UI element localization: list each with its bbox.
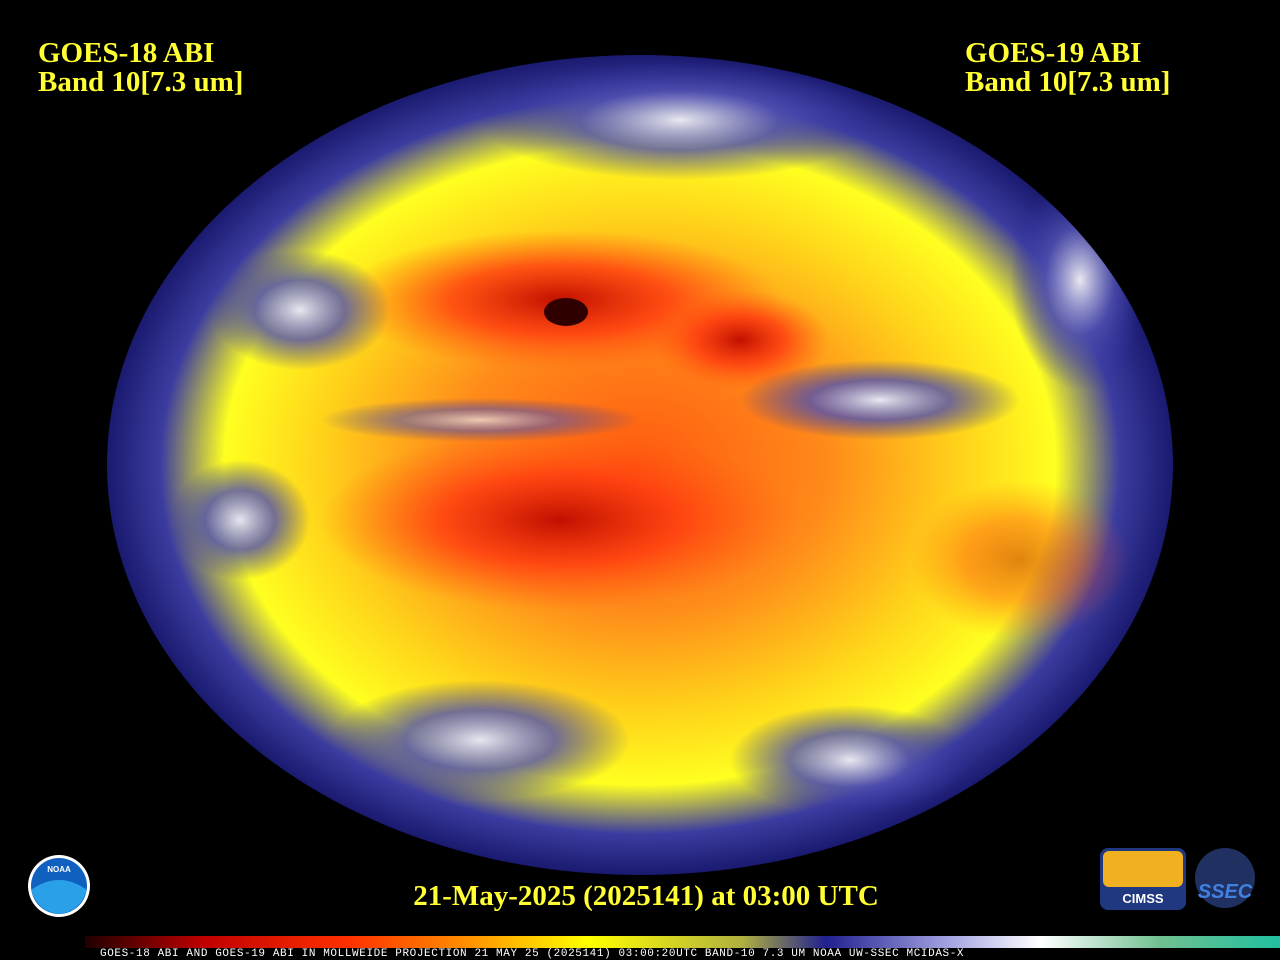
globe (107, 55, 1173, 875)
cimss-logo: CIMSS (1100, 848, 1186, 910)
left-band: Band 10[7.3 um] (38, 66, 243, 98)
noaa-text: NOAA (47, 865, 71, 874)
right-band: Band 10[7.3 um] (965, 66, 1170, 98)
timestamp: 21-May-2025 (2025141) at 03:00 UTC (413, 880, 879, 912)
noaa-logo: NOAA (28, 855, 90, 917)
cimss-text: CIMSS (1122, 891, 1164, 906)
colorbar: GOES-18 ABI AND GOES-19 ABI IN MOLLWEIDE… (85, 936, 1280, 960)
ssec-logo: SSEC (1195, 848, 1255, 908)
ssec-text: SSEC (1198, 881, 1253, 903)
right-satellite: GOES-19 ABI (965, 37, 1141, 69)
left-satellite: GOES-18 ABI (38, 37, 214, 69)
footer-caption: GOES-18 ABI AND GOES-19 ABI IN MOLLWEIDE… (100, 948, 964, 960)
